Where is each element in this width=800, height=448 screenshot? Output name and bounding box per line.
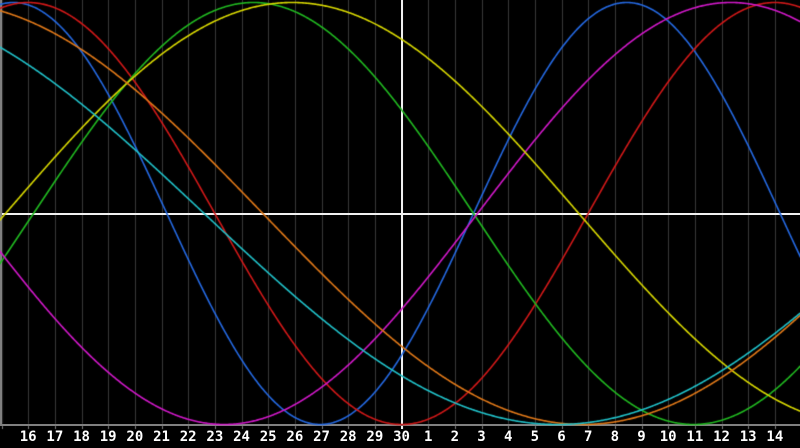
x-axis-label-5: 5 — [530, 429, 540, 445]
x-axis-label-23: 23 — [206, 429, 224, 445]
x-axis-label-30: 30 — [393, 429, 410, 445]
x-axis-label-4: 4 — [503, 429, 513, 445]
plot-area — [0, 0, 800, 432]
x-axis-label-2: 2 — [450, 429, 460, 445]
x-axis-label-28: 28 — [339, 429, 357, 445]
x-axis-label-3: 3 — [477, 429, 486, 445]
x-axis-label-18: 18 — [73, 429, 90, 445]
x-axis-label-1: 1 — [423, 429, 433, 445]
x-axis-label-19: 19 — [99, 429, 117, 445]
x-axis-label-13: 13 — [739, 429, 757, 445]
x-axis-label-10: 10 — [659, 429, 677, 445]
x-axis-label-26: 26 — [286, 429, 304, 445]
x-axis-label-8: 8 — [610, 429, 620, 445]
x-axis-label-25: 25 — [259, 429, 277, 445]
curves-canvas — [0, 0, 800, 426]
x-axis-label-16: 16 — [19, 429, 37, 445]
x-axis-label-6: 6 — [557, 429, 566, 445]
x-axis-label-27: 27 — [313, 429, 330, 445]
x-axis-label-29: 29 — [366, 429, 384, 445]
x-axis-label-14: 14 — [766, 429, 784, 445]
x-axis-label-12: 12 — [713, 429, 730, 445]
x-axis-label-11: 11 — [686, 429, 704, 445]
x-axis-label-20: 20 — [126, 429, 144, 445]
x-axis-label-22: 22 — [179, 429, 197, 445]
x-axis-label-7: 7 — [583, 429, 593, 445]
x-axis-label-21: 21 — [153, 429, 170, 445]
x-axis-label-24: 24 — [233, 429, 250, 445]
x-axis-labels: 16 17 18 19 20 21 22 23 24 25 26 27 28 29 30 1 2 3 4 5 6 7 8 9 1… — [0, 428, 800, 448]
x-axis-label-17: 17 — [46, 429, 64, 445]
x-axis-label-9: 9 — [637, 429, 646, 445]
